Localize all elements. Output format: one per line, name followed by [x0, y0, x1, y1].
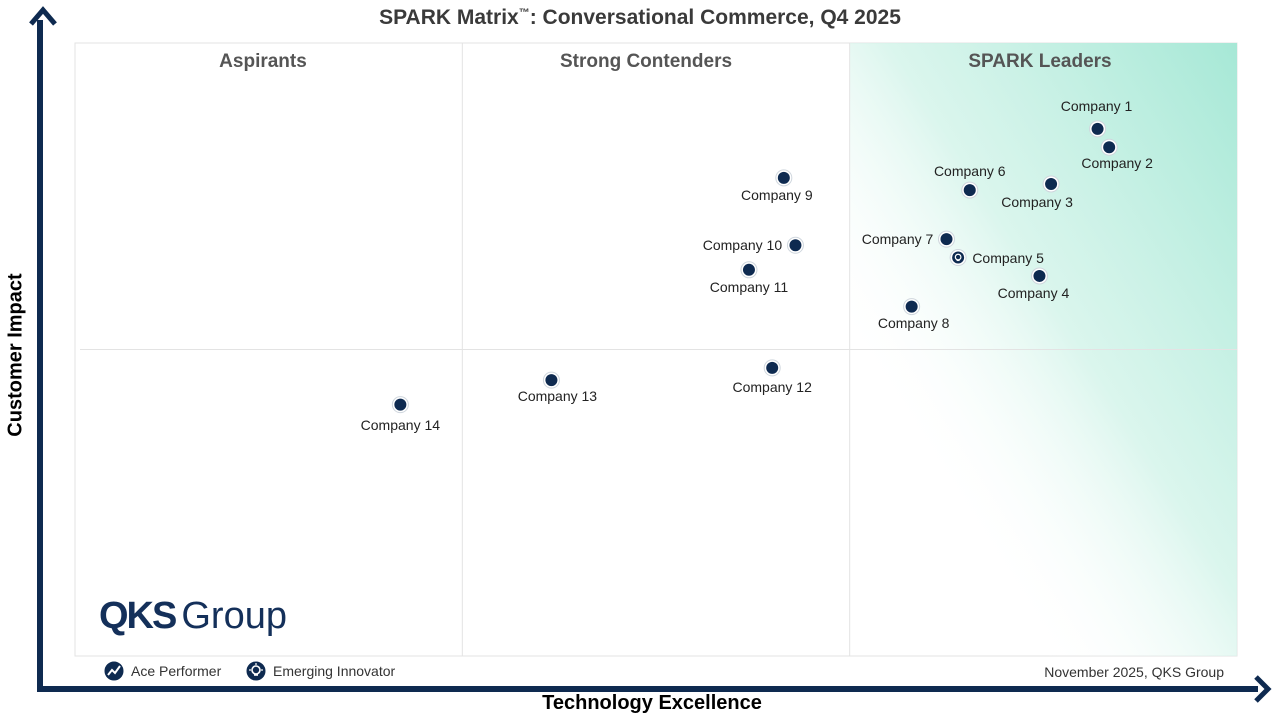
marker-dot	[777, 171, 790, 184]
point-label: Company 1	[1060, 97, 1133, 114]
marker-dot	[789, 239, 802, 252]
point-label: Company 4	[997, 284, 1070, 301]
data-point-11	[740, 261, 758, 279]
marker-dot	[545, 374, 558, 387]
data-point-4	[1030, 267, 1048, 285]
chart-title-rest: : Conversational Commerce, Q4 2025	[529, 6, 901, 29]
marker-dot	[1045, 177, 1058, 190]
footnote: November 2025, QKS Group	[1044, 664, 1224, 680]
x-axis-arrowhead	[1254, 675, 1272, 703]
data-point-7	[938, 230, 955, 248]
point-label: Company 8	[877, 314, 950, 331]
point-label: Company 13	[517, 388, 598, 405]
marker-dot	[963, 184, 976, 197]
y-axis-arrowhead	[29, 6, 57, 26]
quadrant-label-strong-contenders: Strong Contenders	[559, 51, 733, 72]
data-point-3	[1042, 175, 1060, 193]
point-label: Company 14	[360, 416, 441, 433]
data-point-5	[949, 249, 967, 267]
legend-item-ace-performer: Ace Performer	[103, 660, 221, 682]
point-label: Company 10	[702, 237, 783, 254]
point-label: Company 7	[861, 231, 934, 248]
point-label: Company 9	[741, 186, 813, 203]
ace-performer-icon	[103, 660, 125, 682]
data-point-9	[775, 169, 793, 187]
point-label: Company 11	[709, 278, 789, 295]
data-point-2	[1100, 138, 1118, 156]
data-point-10	[786, 236, 804, 254]
marker-dot	[940, 233, 953, 246]
data-point-12	[763, 359, 781, 377]
chart-title-main: SPARK Matrix	[379, 6, 519, 29]
point-label: Company 12	[732, 378, 812, 395]
data-point-14	[391, 396, 409, 414]
quadrant-label-spark-leaders: SPARK Leaders	[968, 51, 1112, 72]
x-axis-label: Technology Excellence	[542, 692, 762, 714]
point-label: Company 5	[972, 249, 1044, 266]
logo-bold-text: QKS	[99, 595, 177, 637]
legend-item-emerging-innovator: Emerging Innovator	[245, 660, 395, 682]
emerging-innovator-icon	[245, 660, 267, 682]
marker-dot	[766, 361, 779, 374]
marker-dot	[1103, 141, 1116, 154]
marker-dot	[1091, 122, 1104, 135]
point-label: Company 2	[1081, 155, 1153, 172]
qks-group-logo: QKS Group	[99, 593, 287, 639]
marker-dot	[742, 263, 755, 276]
data-point-1	[1089, 120, 1107, 138]
data-point-8	[903, 298, 921, 316]
chart-title: SPARK Matrix™: Conversational Commerce, …	[0, 6, 1280, 30]
point-label: Company 3	[1001, 193, 1073, 210]
marker-dot	[952, 251, 965, 264]
legend-label-emerging-innovator: Emerging Innovator	[273, 663, 396, 679]
trademark-mark: ™	[518, 7, 530, 19]
y-axis-label: Customer Impact	[4, 273, 27, 437]
quadrant-label-aspirants: Aspirants	[219, 51, 307, 72]
point-label: Company 6	[933, 163, 1006, 180]
marker-dot	[905, 300, 918, 313]
legend-label-ace-performer: Ace Performer	[131, 663, 222, 679]
marker-dot	[1033, 269, 1046, 282]
logo-light-text: Group	[181, 595, 287, 637]
emerging-innovator-icon	[954, 253, 962, 261]
marker-dot	[394, 398, 407, 411]
data-point-6	[961, 181, 979, 199]
data-point-13	[542, 371, 560, 389]
